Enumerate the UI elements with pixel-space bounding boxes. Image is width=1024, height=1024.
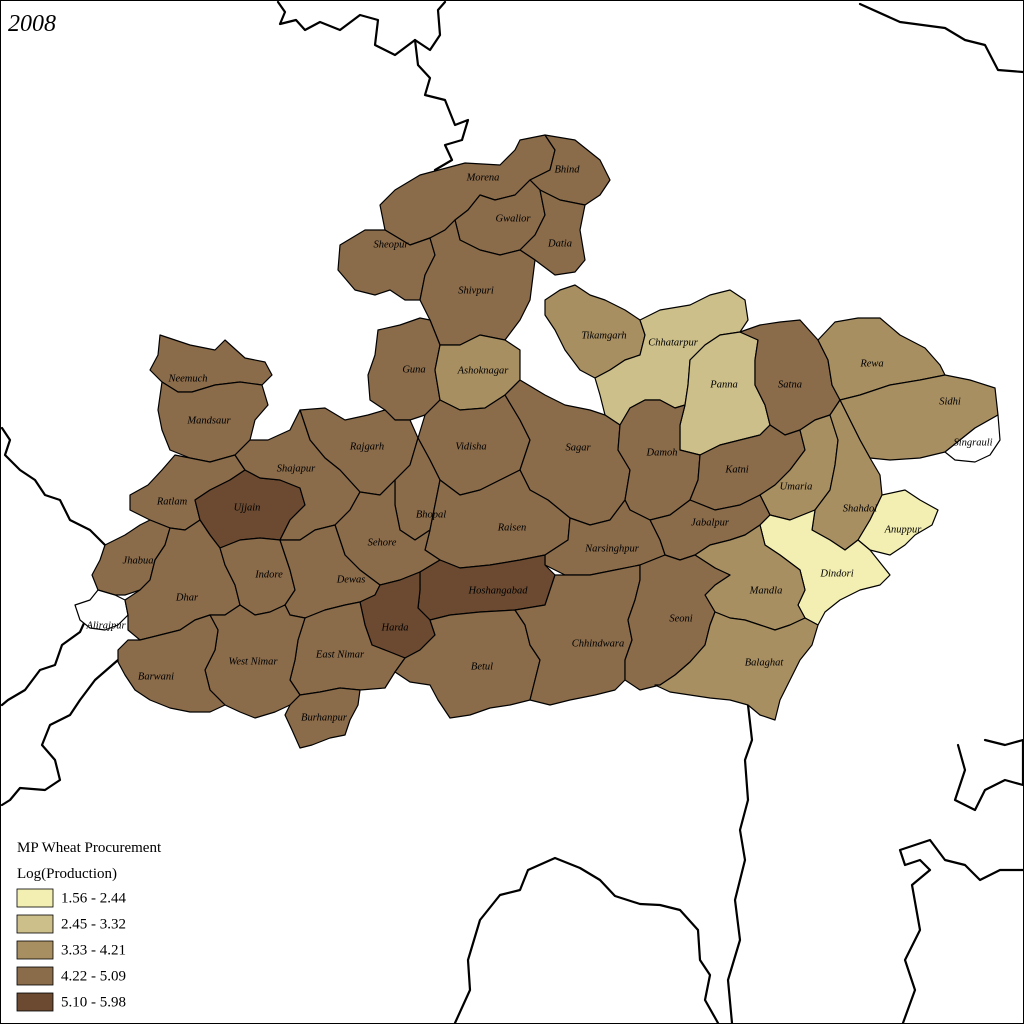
legend-subtitle: Log(Production) — [17, 866, 117, 882]
label-raisen: Raisen — [497, 522, 527, 533]
label-narsinghpur: Narsinghpur — [584, 543, 640, 554]
district-datia[interactable] — [519, 189, 586, 276]
label-dhar: Dhar — [175, 592, 199, 603]
legend-label-0: 1.56 - 2.44 — [61, 890, 126, 906]
district-anuppur[interactable] — [857, 489, 939, 556]
district-burhanpur[interactable] — [284, 687, 361, 749]
district-shivpuri[interactable] — [419, 219, 536, 346]
label-shivpuri: Shivpuri — [458, 285, 494, 296]
legend-label-2: 3.33 - 4.21 — [61, 942, 126, 958]
label-rewa: Rewa — [859, 358, 883, 369]
label-chhindwara: Chhindwara — [572, 638, 625, 649]
label-bhopal: Bhopal — [416, 509, 446, 520]
legend-swatch-2 — [16, 940, 54, 960]
label-indore: Indore — [254, 569, 283, 580]
label-panna: Panna — [709, 379, 737, 390]
label-gwalior: Gwalior — [495, 213, 531, 224]
legend-label-1: 2.45 - 3.32 — [61, 916, 126, 932]
label-dindori: Dindori — [819, 568, 853, 579]
label-seoni: Seoni — [669, 613, 692, 624]
label-hoshangabad: Hoshangabad — [468, 585, 529, 596]
label-anuppur: Anuppur — [884, 524, 923, 535]
legend-swatch-0 — [16, 888, 54, 908]
label-katni: Katni — [724, 464, 748, 475]
label-guna: Guna — [402, 364, 425, 375]
label-rajgarh: Rajgarh — [349, 441, 384, 452]
label-harda: Harda — [380, 622, 408, 633]
legend-title: MP Wheat Procurement — [17, 840, 162, 856]
district-mandsaur[interactable] — [157, 381, 269, 463]
label-betul: Betul — [471, 661, 493, 672]
legend-swatch-3 — [16, 966, 54, 986]
label-satna: Satna — [778, 379, 802, 390]
label-dewas: Dewas — [336, 574, 366, 585]
label-morena: Morena — [466, 172, 500, 183]
district-singrauli — [944, 414, 1001, 463]
district-balaghat[interactable] — [654, 611, 819, 721]
label-shahdol: Shahdol — [843, 503, 878, 514]
legend-swatch-1 — [16, 914, 54, 934]
label-ashoknagar: Ashoknagar — [457, 365, 510, 376]
label-ratlam: Ratlam — [156, 496, 188, 507]
label-singrauli: Singrauli — [953, 437, 992, 448]
label-barwani: Barwani — [138, 671, 174, 682]
district-labels: Morena Bhind Gwalior Datia Sheopur Shivp… — [85, 164, 992, 723]
district-barwani[interactable] — [117, 614, 226, 713]
legend-label-3: 4.22 - 5.09 — [61, 968, 126, 984]
legend-swatch-4 — [16, 992, 54, 1012]
label-alirajpur: Alirajpur — [85, 620, 126, 631]
legend: MP Wheat Procurement Log(Production) 1.5… — [16, 840, 162, 1012]
label-tikamgarh: Tikamgarh — [581, 330, 626, 341]
label-sagar: Sagar — [565, 442, 591, 453]
label-neemuch: Neemuch — [167, 373, 207, 384]
label-sehore: Sehore — [368, 537, 397, 548]
label-mandsaur: Mandsaur — [186, 415, 231, 426]
map-year: 2008 — [8, 11, 56, 37]
label-mandla: Mandla — [749, 585, 783, 596]
label-ujjain: Ujjain — [234, 502, 261, 513]
label-jhabua: Jhabua — [123, 555, 154, 566]
label-sheopur: Sheopur — [374, 239, 410, 250]
label-jabalpur: Jabalpur — [691, 517, 730, 528]
label-sidhi: Sidhi — [939, 396, 961, 407]
label-chhatarpur: Chhatarpur — [648, 337, 699, 348]
label-burhanpur: Burhanpur — [301, 712, 348, 723]
label-balaghat: Balaghat — [745, 657, 785, 668]
label-umaria: Umaria — [780, 481, 813, 492]
label-bhind: Bhind — [554, 164, 580, 175]
legend-label-4: 5.10 - 5.98 — [61, 994, 126, 1010]
label-damoh: Damoh — [646, 447, 678, 458]
label-shajapur: Shajapur — [277, 463, 316, 474]
label-vidisha: Vidisha — [455, 441, 486, 452]
label-datia: Datia — [547, 238, 572, 249]
label-west-nimar: West Nimar — [229, 656, 279, 667]
districts — [74, 134, 1001, 749]
label-east-nimar: East Nimar — [315, 649, 365, 660]
